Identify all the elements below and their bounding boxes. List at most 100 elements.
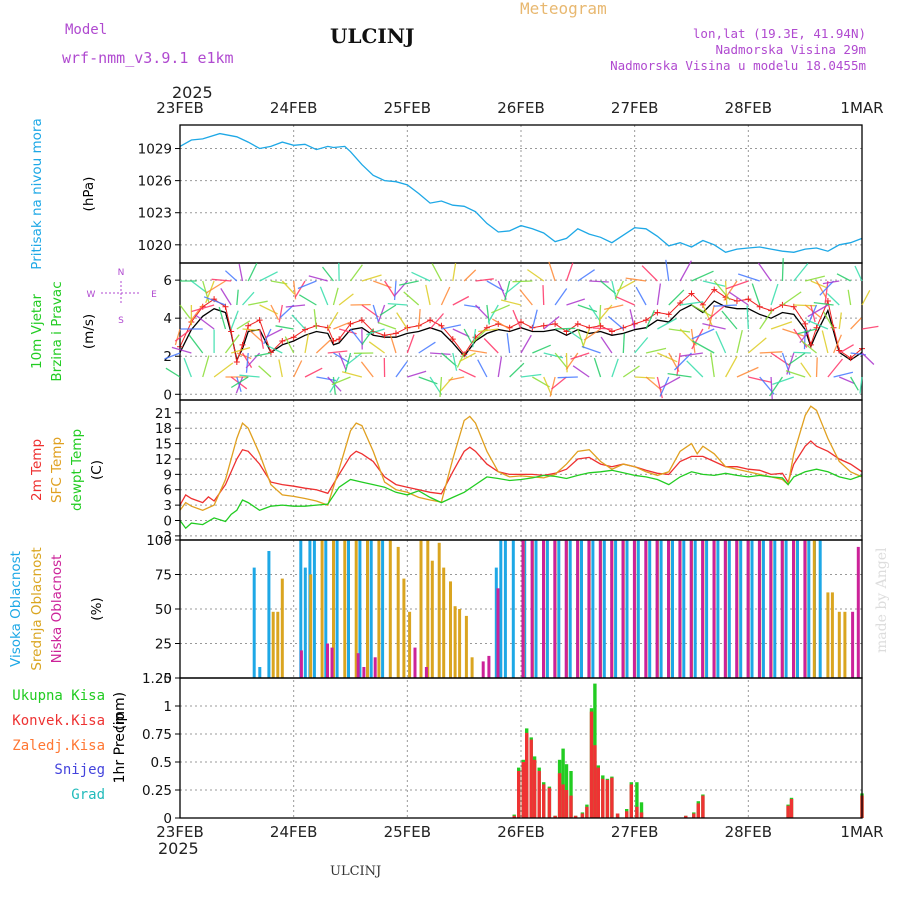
wind-barb (279, 304, 295, 318)
wind-barb (832, 334, 842, 354)
wind-barb (757, 262, 772, 282)
wind-barb (399, 280, 419, 286)
wind-barb (532, 344, 551, 354)
wind-barb (861, 352, 875, 365)
clouds-bar (487, 655, 491, 678)
wind-barb (463, 269, 477, 282)
precip-bar (635, 782, 639, 818)
clouds-bar (648, 540, 652, 678)
clouds-bar (530, 540, 534, 678)
precip-legend-entry: Snijeg (54, 762, 105, 778)
clouds-bar (564, 540, 568, 678)
wind-barb (361, 328, 374, 345)
wind-barb (403, 291, 420, 306)
wind-barb (377, 321, 397, 330)
clouds-bar (693, 540, 697, 678)
wind-barb (512, 309, 522, 330)
precip-bar (786, 805, 790, 818)
precip-y-tick-label: 0 (163, 811, 172, 827)
wind-barb (418, 376, 438, 385)
clouds-bar (576, 540, 580, 678)
wind-barb (512, 280, 533, 283)
wind-barb (425, 284, 431, 306)
precip-bar (512, 815, 516, 818)
wind-barb (723, 280, 738, 301)
temperature-series-line (179, 468, 863, 530)
wind-barb (411, 271, 431, 282)
wind-barb (329, 376, 340, 393)
clouds-y-tick-label: 100 (146, 533, 172, 549)
clouds-bar (324, 540, 328, 678)
clouds-y-tick-label: 50 (155, 602, 172, 618)
wind-gust-marker (392, 330, 399, 337)
precip-legend-entry: Grad (71, 787, 105, 803)
wind-barb (258, 365, 272, 378)
clouds-bar (252, 567, 256, 678)
wind-gust-marker (404, 324, 411, 331)
wind-barb (583, 328, 601, 341)
wind-barb (429, 313, 444, 330)
clouds-bar (735, 540, 739, 678)
precip-bar (564, 790, 569, 818)
wind-barb (728, 291, 749, 306)
clouds-bar (430, 560, 434, 678)
wind-barb (600, 336, 613, 354)
precip-panel-frame (179, 677, 863, 819)
precip-bar (529, 739, 533, 818)
wind-barb (520, 334, 532, 354)
pressure-y-tick-label: 1026 (138, 174, 172, 190)
temperature-y-tick-label: 6 (163, 483, 172, 499)
clouds-bar (496, 588, 500, 678)
wind-barb (659, 376, 670, 397)
wind-barb (725, 355, 738, 378)
wind-barb (615, 296, 635, 306)
precip-bar (585, 806, 589, 818)
clouds-y-tick-label: 25 (155, 637, 172, 653)
wind-barb (710, 352, 715, 378)
wind-barb (565, 352, 579, 370)
precip-legend-entry: Ukupna Kisa (12, 688, 105, 704)
clouds-bar (332, 540, 335, 678)
wind-barb (706, 304, 727, 321)
temperature-axis-label: 2m Temp (29, 439, 45, 501)
wind-gust-marker (688, 290, 695, 297)
wind-barb (393, 280, 397, 301)
pressure-unit-label: (hPa) (81, 177, 97, 212)
model-label: Model (65, 22, 107, 38)
wind-barb (247, 328, 264, 343)
clouds-bar (369, 540, 373, 678)
wind-barb (692, 340, 715, 354)
wind-gust-marker (233, 358, 240, 365)
wind-barb (213, 362, 234, 378)
clouds-bar (312, 540, 316, 678)
wind-barb (691, 304, 713, 318)
wind-y-tick-label: 4 (163, 311, 172, 327)
precip-y-tick-label: 0.25 (142, 783, 172, 799)
clouds-bar (481, 661, 485, 678)
wind-barb (467, 349, 488, 354)
wind-barb (850, 376, 859, 391)
compass-north: N (118, 268, 125, 278)
clouds-bar (424, 667, 428, 678)
wind-barb (366, 328, 385, 336)
wind-barb (236, 289, 239, 306)
wind-barb (266, 344, 283, 354)
wind-barb (645, 310, 655, 330)
wind-barb (674, 352, 692, 371)
wind-barb (548, 261, 556, 282)
precip-bar (701, 795, 705, 818)
temperature-series-line (179, 440, 863, 506)
wind-gust-marker (654, 309, 661, 316)
wind-barb (319, 286, 329, 306)
wind-barb (838, 344, 854, 354)
wind-barb (826, 293, 840, 306)
wind-barb (224, 270, 238, 282)
plot-layer: 23FEB 23FEB 24FEB 24FEB 25FEB 25FEB 26FEB 26FEB… (8, 99, 884, 841)
wind-barb (483, 338, 499, 354)
clouds-bar (716, 540, 720, 678)
wind-barb (452, 262, 457, 282)
wind-barb (475, 304, 489, 319)
wind-barb (396, 312, 408, 330)
wind-barb (577, 304, 598, 313)
wind-barb (205, 280, 226, 294)
